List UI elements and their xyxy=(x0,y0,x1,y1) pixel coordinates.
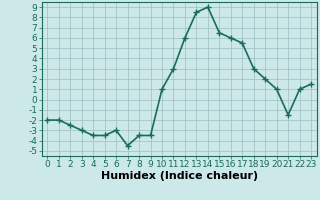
X-axis label: Humidex (Indice chaleur): Humidex (Indice chaleur) xyxy=(100,171,258,181)
